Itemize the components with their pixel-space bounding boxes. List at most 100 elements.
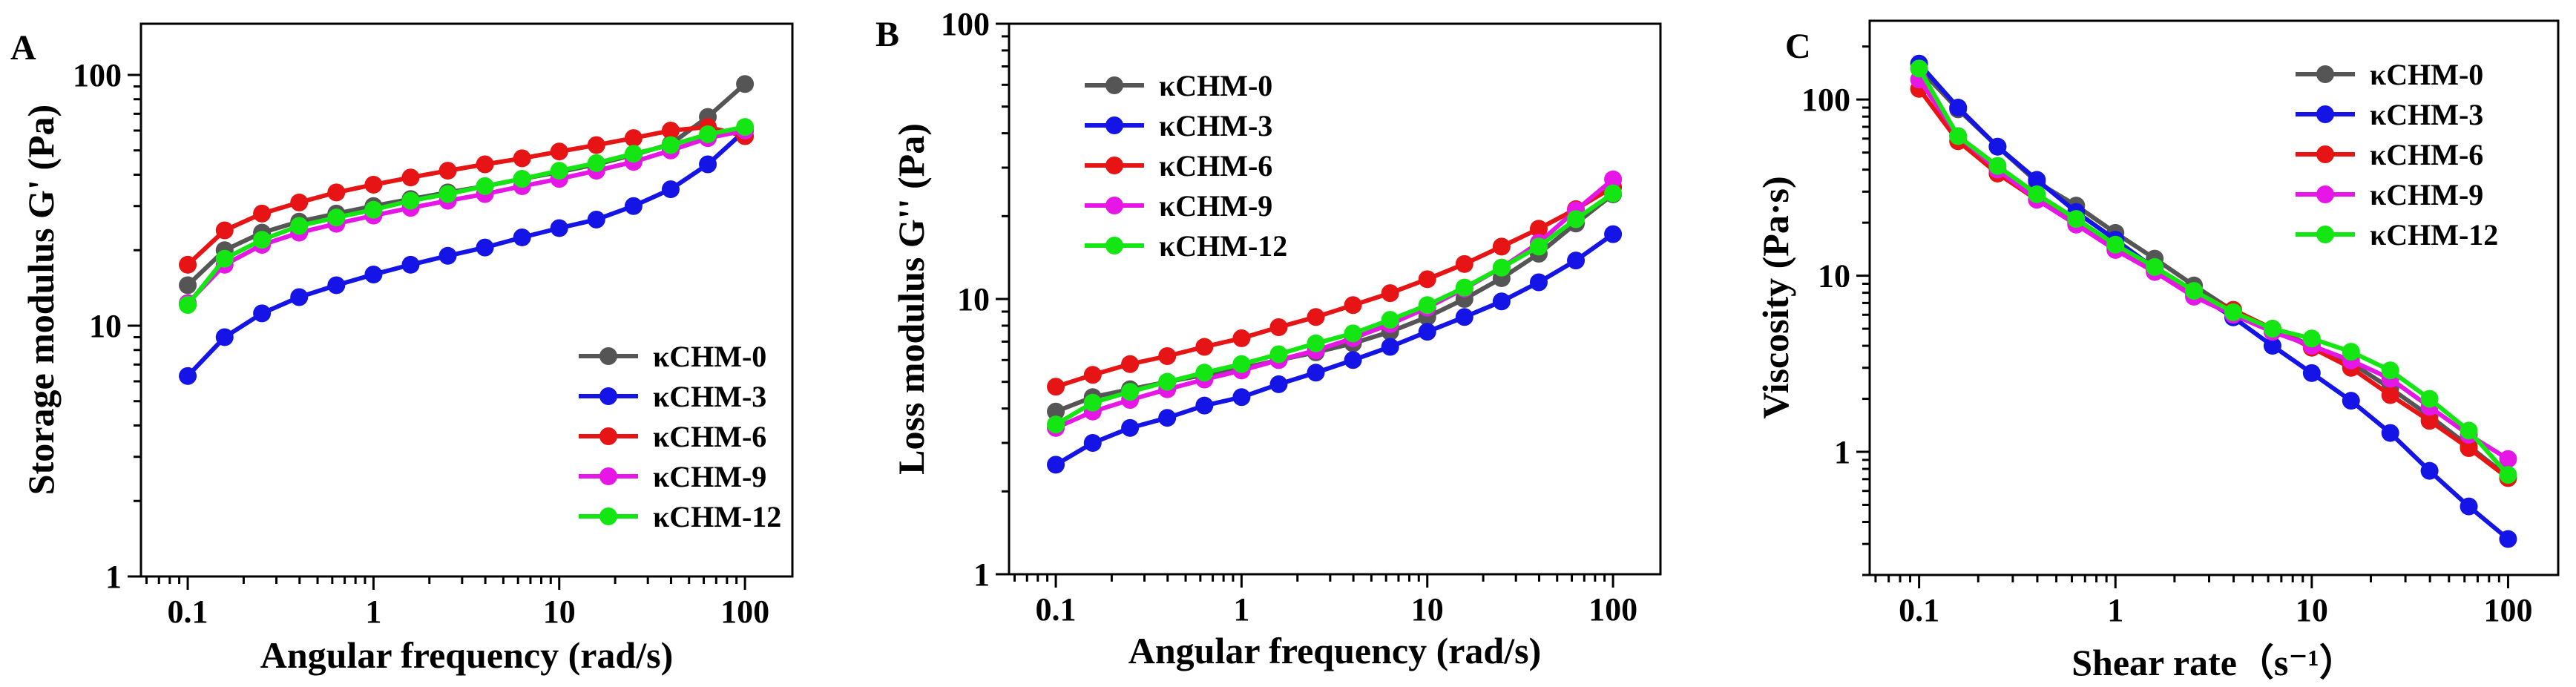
panel-a-axis-ticks: 0.1 1 10 100 1 10 100	[73, 57, 769, 630]
a-data-point	[513, 170, 531, 188]
c-data-point	[2106, 235, 2125, 254]
c-x-tick-label: 100	[2483, 592, 2532, 628]
c-data-point	[1988, 157, 2007, 175]
c-legend-swatch-marker	[2316, 145, 2334, 163]
b-y-tick-label: 1	[973, 556, 990, 593]
b-series-line	[1055, 185, 1614, 389]
a-series-5	[179, 118, 755, 315]
c-data-point	[2067, 210, 2086, 229]
b-data-point	[1381, 311, 1399, 329]
b-data-point	[1121, 383, 1140, 401]
panel-a-plot-frame	[139, 22, 794, 578]
b-data-point	[1604, 225, 1623, 243]
a-legend-swatch-marker	[599, 387, 617, 405]
panel-c-plot-frame	[1868, 19, 2560, 576]
c-data-point	[2420, 412, 2439, 430]
a-x-tick-label: 1	[365, 594, 381, 630]
b-series-line	[1054, 192, 1614, 414]
b-data-point	[1047, 402, 1065, 421]
c-data-point	[2224, 303, 2243, 321]
c-data-point	[2460, 439, 2478, 458]
a-data-point	[513, 228, 531, 246]
c-legend-label: κCHM-9	[2370, 178, 2483, 211]
a-data-point	[624, 197, 643, 215]
a-data-point	[661, 121, 680, 139]
c-data-point	[1910, 59, 1928, 78]
b-data-point	[1195, 364, 1214, 382]
b-data-point	[1195, 396, 1214, 415]
a-data-point	[215, 328, 234, 346]
c-data-point	[2460, 497, 2478, 516]
a-y-tick-label: 10	[89, 308, 122, 344]
a-data-point	[476, 238, 494, 257]
b-data-point	[1232, 388, 1251, 407]
a-data-point	[290, 193, 309, 211]
a-data-point	[364, 175, 383, 194]
a-data-point	[401, 191, 420, 210]
b-data-point	[1529, 220, 1548, 238]
panel-a-legend: κCHM-0 κCHM-3 κCHM-6 κCHM-9 κCHM-12	[579, 340, 781, 533]
a-data-point	[327, 208, 346, 227]
b-legend-label: κCHM-0	[1159, 69, 1272, 102]
c-legend-label: κCHM-12	[2370, 218, 2498, 252]
b-data-point	[1232, 329, 1251, 347]
b-data-point	[1047, 415, 1065, 434]
b-data-point	[1083, 433, 1102, 452]
b-legend-item: κCHM-0	[1085, 69, 1272, 102]
panel-b-legend: κCHM-0 κCHM-3 κCHM-6 κCHM-9 κCHM-12	[1085, 69, 1287, 263]
b-data-point	[1047, 378, 1065, 396]
a-legend-item: κCHM-0	[579, 340, 766, 373]
b-series-line	[1054, 191, 1614, 427]
a-data-point	[215, 221, 234, 240]
b-legend-label: κCHM-9	[1159, 189, 1272, 223]
c-data-point	[2460, 421, 2478, 440]
a-data-point	[215, 249, 234, 268]
c-data-point	[2028, 185, 2046, 203]
b-data-point	[1307, 364, 1325, 382]
b-data-point	[1455, 278, 1473, 297]
a-data-point	[253, 304, 272, 323]
panel-b-letter: B	[875, 15, 899, 54]
a-data-point	[401, 255, 420, 274]
b-legend-swatch-marker	[1105, 237, 1123, 254]
c-data-point	[2028, 171, 2046, 189]
b-data-point	[1269, 345, 1288, 364]
panel-b-series-group	[1047, 170, 1623, 474]
b-data-point	[1604, 170, 1623, 188]
c-data-point	[2342, 343, 2360, 361]
a-data-point	[438, 246, 457, 265]
c-series-5	[1910, 59, 2517, 484]
a-x-tick-label: 10	[543, 594, 576, 630]
a-series-line	[185, 128, 746, 305]
b-data-point	[1455, 308, 1473, 326]
a-data-point	[513, 149, 531, 168]
b-data-point	[1083, 393, 1102, 412]
b-data-point	[1529, 237, 1548, 256]
c-legend-item: κCHM-0	[2296, 58, 2483, 91]
a-legend-item: κCHM-6	[579, 420, 766, 453]
a-data-point	[179, 366, 197, 385]
b-data-point	[1344, 296, 1362, 315]
a-data-point	[179, 276, 197, 295]
c-data-point	[2381, 424, 2399, 442]
a-legend-item: κCHM-9	[579, 460, 766, 493]
panel-b-axis-ticks: 0.1 1 10 100 1 10 100	[941, 6, 1637, 628]
a-data-point	[624, 129, 643, 148]
a-data-point	[290, 217, 309, 235]
b-data-point	[1604, 184, 1623, 203]
a-legend-swatch-marker	[599, 507, 617, 525]
panel-a-letter: A	[10, 28, 36, 68]
b-data-point	[1307, 334, 1325, 352]
c-legend-label: κCHM-0	[2370, 58, 2483, 91]
panel-c-axis-ticks: 0.1 1 10 100 1 10 100	[1801, 45, 2532, 628]
b-legend-item: κCHM-9	[1085, 189, 1272, 223]
c-legend-label: κCHM-6	[2370, 138, 2483, 171]
a-data-point	[290, 288, 309, 306]
b-x-tick-label: 1	[1233, 591, 1249, 628]
a-data-point	[476, 155, 494, 174]
b-data-point	[1492, 258, 1511, 277]
a-data-point	[438, 185, 457, 203]
b-data-point	[1083, 366, 1102, 384]
